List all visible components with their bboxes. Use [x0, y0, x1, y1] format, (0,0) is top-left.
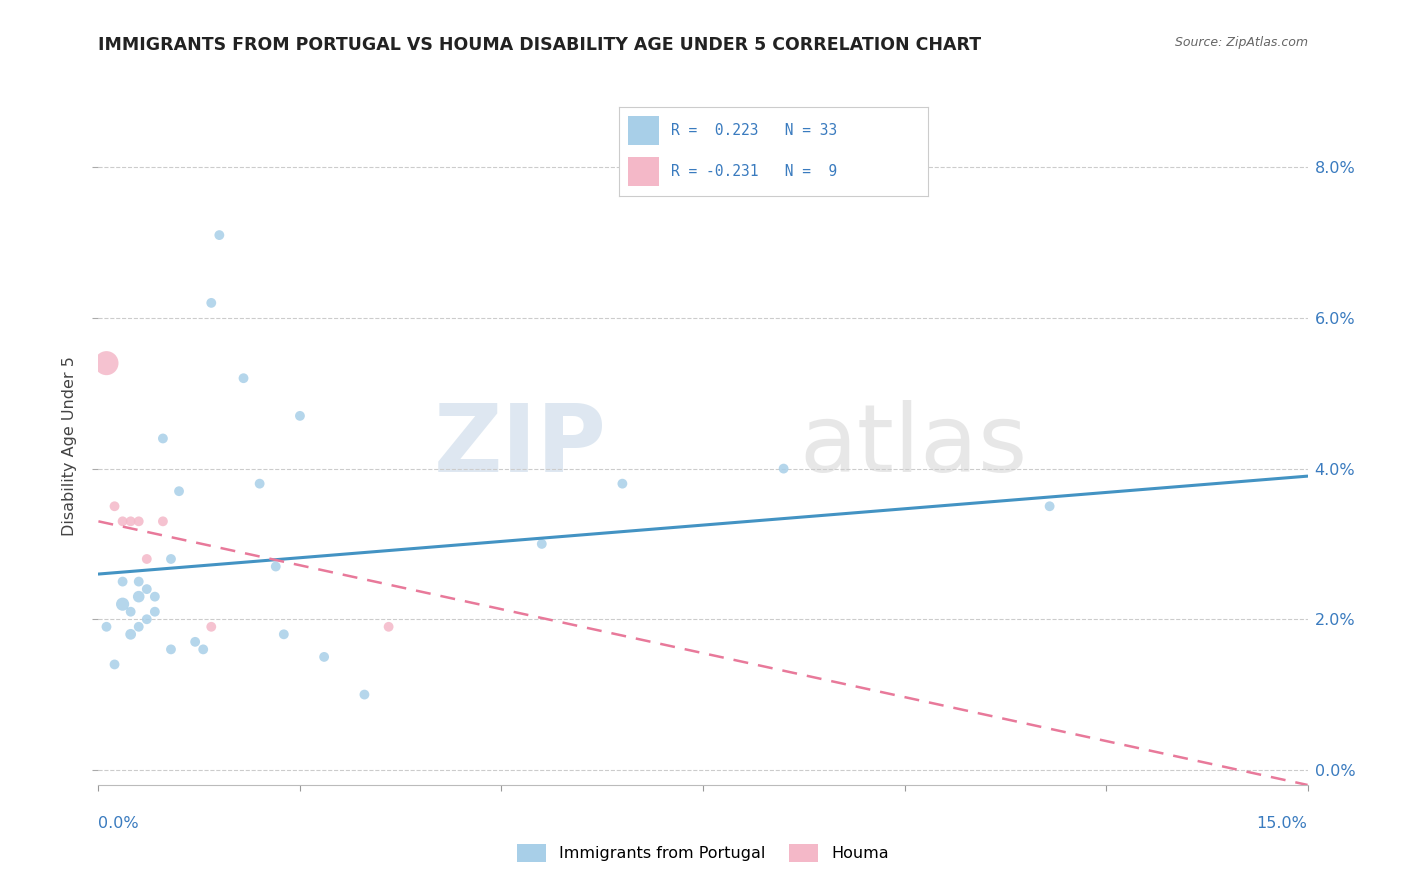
Point [288, 409, 311, 423]
Point [120, 514, 142, 528]
Point [135, 582, 157, 596]
Point [96, 620, 118, 634]
Point [353, 688, 375, 702]
Text: IMMIGRANTS FROM PORTUGAL VS HOUMA DISABILITY AGE UNDER 5 CORRELATION CHART: IMMIGRANTS FROM PORTUGAL VS HOUMA DISABI… [98, 36, 981, 54]
Point [143, 605, 166, 619]
Point [264, 559, 287, 574]
Point [111, 514, 134, 528]
Point [377, 620, 399, 634]
Point [184, 635, 207, 649]
Point [612, 476, 634, 491]
Y-axis label: Disability Age Under 5: Disability Age Under 5 [62, 356, 77, 536]
Text: atlas: atlas [800, 400, 1028, 492]
Bar [628, 157, 659, 186]
Point [232, 371, 254, 385]
Text: 0.0%: 0.0% [98, 816, 139, 831]
Text: R =  0.223   N = 33: R = 0.223 N = 33 [671, 123, 838, 137]
Point [249, 476, 271, 491]
Point [160, 552, 183, 566]
Point [128, 620, 150, 634]
Point [530, 537, 553, 551]
Point [314, 649, 336, 664]
Point [200, 296, 222, 310]
Point [135, 552, 157, 566]
Legend: Immigrants from Portugal, Houma: Immigrants from Portugal, Houma [512, 838, 894, 869]
Point [128, 514, 150, 528]
Text: R = -0.231   N =  9: R = -0.231 N = 9 [671, 164, 838, 178]
Text: ZIP: ZIP [433, 400, 606, 492]
Point [128, 590, 150, 604]
Point [772, 461, 794, 475]
Text: 15.0%: 15.0% [1257, 816, 1308, 831]
Point [208, 228, 231, 243]
Point [103, 500, 125, 514]
Point [120, 605, 142, 619]
Point [135, 612, 157, 626]
Point [152, 514, 174, 528]
Point [200, 620, 222, 634]
Point [160, 642, 183, 657]
Point [152, 432, 174, 446]
Point [1039, 500, 1062, 514]
Bar [628, 116, 659, 145]
Point [143, 590, 166, 604]
Point [273, 627, 295, 641]
Point [120, 627, 142, 641]
Point [103, 657, 125, 672]
Point [193, 642, 215, 657]
Point [96, 356, 118, 370]
Point [128, 574, 150, 589]
Point [111, 597, 134, 611]
Point [167, 484, 190, 499]
Point [111, 574, 134, 589]
Text: Source: ZipAtlas.com: Source: ZipAtlas.com [1174, 36, 1308, 49]
